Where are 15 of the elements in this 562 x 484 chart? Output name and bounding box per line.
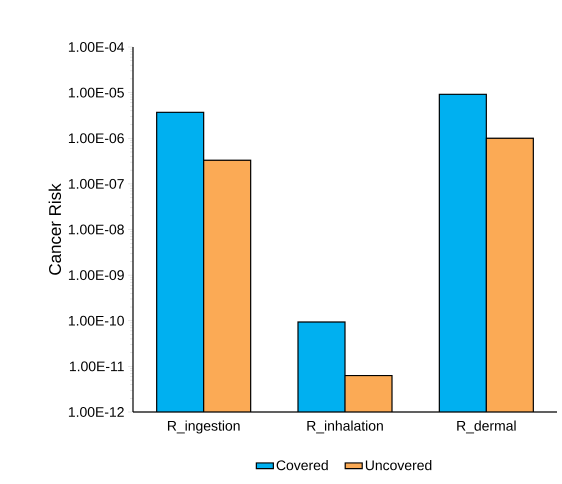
- y-tick-label: 1.00E-10: [68, 316, 124, 326]
- y-tick-label: 1.00E-11: [70, 361, 124, 372]
- x-tick-label: R_ingestion: [168, 420, 240, 434]
- y-tick-label: 1.00E-05: [68, 88, 124, 98]
- y-axis-title: Cancer Risk: [48, 183, 62, 275]
- y-tick-label: 1.00E-07: [68, 178, 124, 189]
- legend-label: Covered: [276, 460, 328, 470]
- x-tick-label: R_inhalation: [307, 420, 383, 434]
- y-tick-label: 1.00E-04: [68, 42, 124, 52]
- y-tick-label: 1.00E-09: [68, 270, 124, 280]
- y-tick-label: 1.00E-06: [68, 133, 124, 144]
- y-tick-label: 1.00E-12: [68, 407, 124, 417]
- y-tick-label: 1.00E-08: [68, 224, 124, 234]
- legend-label: Uncovered: [366, 460, 432, 470]
- x-tick-label: R_dermal: [457, 420, 516, 434]
